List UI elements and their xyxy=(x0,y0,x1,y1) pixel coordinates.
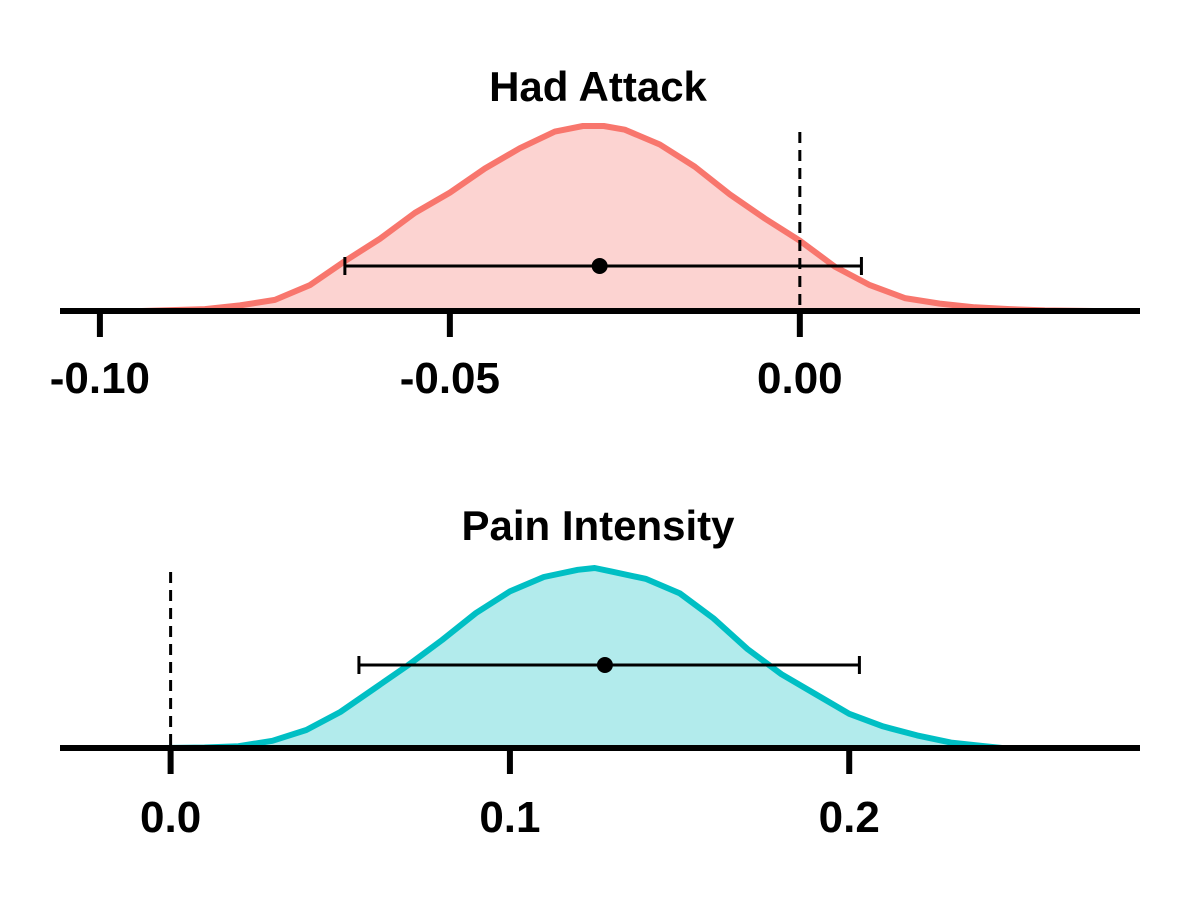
density-curve xyxy=(160,565,1005,751)
x-tick-label: 0.1 xyxy=(479,793,540,842)
panel-title: Had Attack xyxy=(489,63,707,110)
density-area xyxy=(163,568,1002,748)
point-estimate xyxy=(596,657,613,673)
x-tick-label: 0.0 xyxy=(140,793,201,842)
panel-pain-intensity: Pain Intensity 0.0 0.1 0.2 xyxy=(60,502,1140,842)
x-tick-label: 0.2 xyxy=(819,793,880,842)
x-axis-ticks: 0.0 0.1 0.2 xyxy=(140,748,880,842)
x-tick-label: -0.05 xyxy=(400,354,500,403)
density-curve xyxy=(138,123,1097,314)
panel-title: Pain Intensity xyxy=(461,502,735,549)
density-area xyxy=(141,126,1094,311)
x-tick-label: -0.10 xyxy=(50,354,150,403)
point-estimate xyxy=(591,258,608,274)
panel-had-attack: Had Attack -0.10 -0.05 0.00 xyxy=(50,63,1140,403)
x-tick-label: 0.00 xyxy=(757,354,843,403)
x-axis-ticks: -0.10 -0.05 0.00 xyxy=(50,311,843,403)
